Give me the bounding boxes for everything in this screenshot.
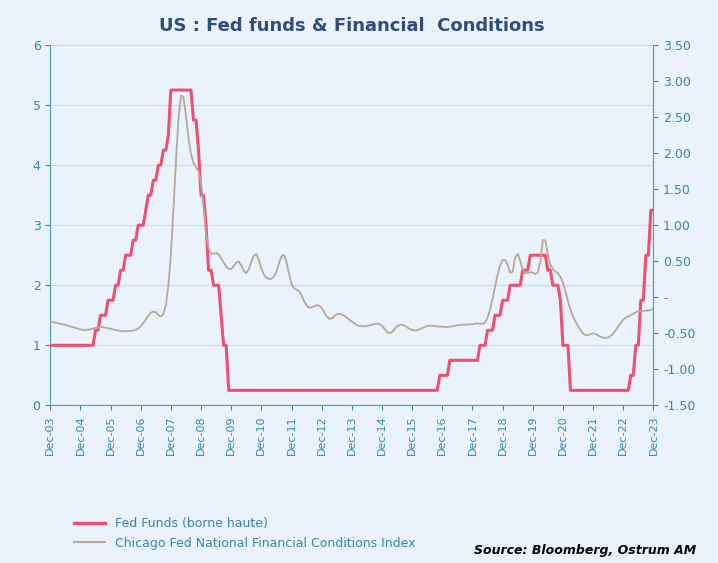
Text: Source: Bloomberg, Ostrum AM: Source: Bloomberg, Ostrum AM [474,544,696,557]
Legend: Fed Funds (borne haute), Chicago Fed National Financial Conditions Index: Fed Funds (borne haute), Chicago Fed Nat… [69,512,420,555]
Title: US : Fed funds & Financial  Conditions: US : Fed funds & Financial Conditions [159,17,545,35]
